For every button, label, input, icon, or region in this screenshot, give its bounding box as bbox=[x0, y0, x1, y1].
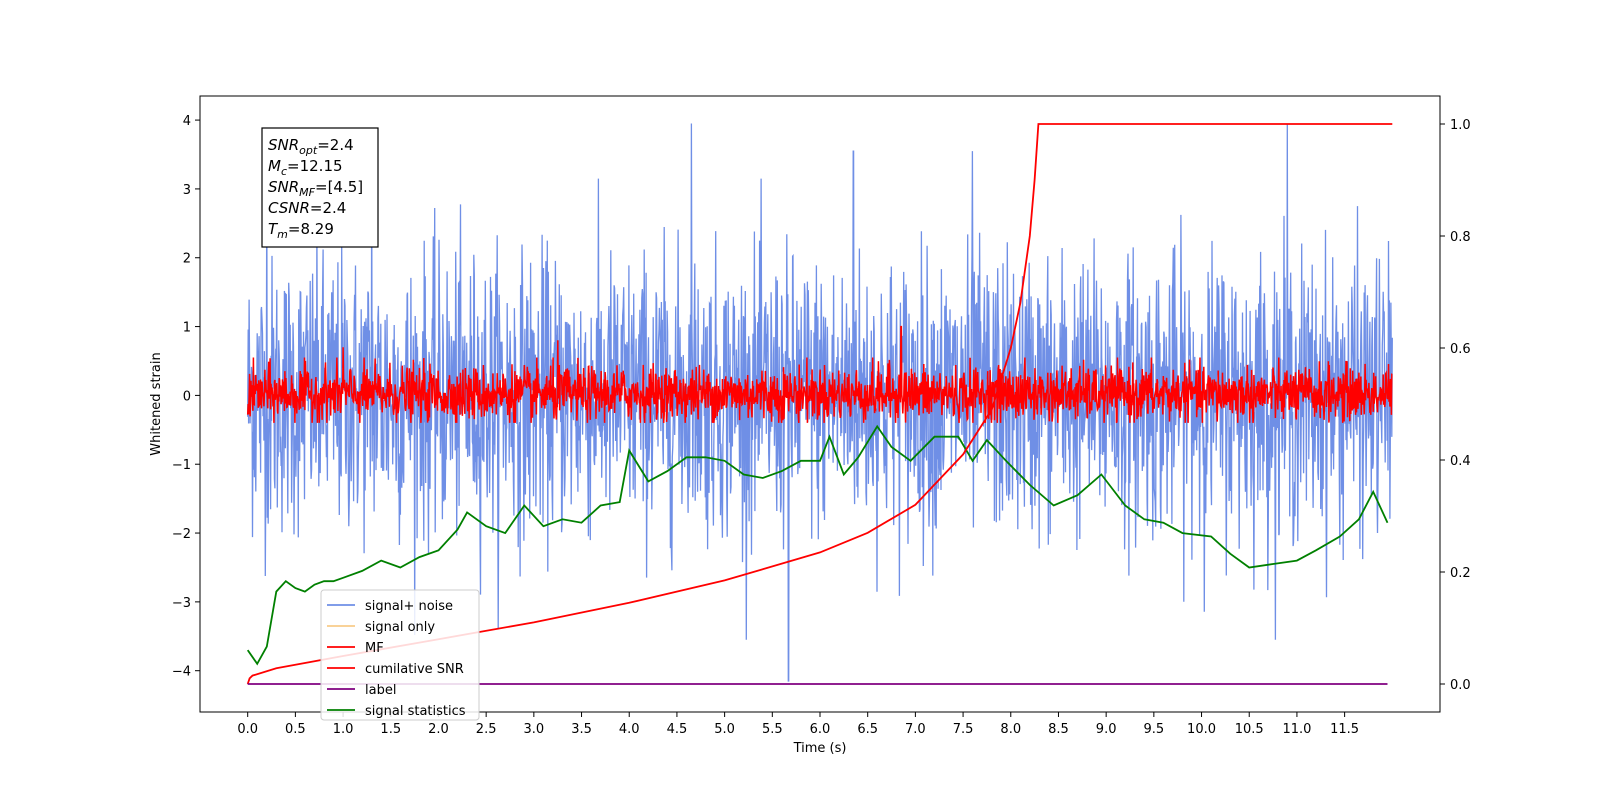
x-tick-label: 1.0 bbox=[333, 722, 354, 737]
x-tick-label: 5.5 bbox=[762, 722, 783, 737]
legend-entry: signal only bbox=[365, 620, 435, 635]
y-right-tick-label: 0.2 bbox=[1450, 566, 1471, 581]
annotation-line: Tm=8.29 bbox=[268, 220, 334, 241]
x-tick-label: 11.0 bbox=[1282, 722, 1311, 737]
y-axis-right: 1.0 0.8 0.6 0.4 0.2 0.0 bbox=[1440, 118, 1471, 693]
annotation-line: SNRopt=2.4 bbox=[268, 136, 354, 157]
y-left-tick-label: −4 bbox=[172, 665, 191, 680]
x-axis-label: Time (s) bbox=[793, 741, 847, 756]
y-right-tick-label: 0.4 bbox=[1450, 454, 1471, 469]
annotation-frame bbox=[261, 127, 379, 248]
x-tick-label: 9.0 bbox=[1096, 722, 1117, 737]
x-axis: 0.0 0.5 1.0 1.5 2.0 2.5 3.0 3.5 4.0 4.5 5.0 5.5 6.0 6… bbox=[237, 712, 1359, 737]
x-tick-label: 11.5 bbox=[1330, 722, 1359, 737]
legend-entry: MF bbox=[365, 641, 384, 656]
y-left-tick-label: 4 bbox=[183, 114, 191, 129]
y-axis-left: 4 3 2 1 0 −1 −2 −3 −4 bbox=[172, 114, 200, 680]
y-right-tick-label: 0.8 bbox=[1450, 230, 1471, 245]
legend: signal+ noise signal only MF cumilative SNR… bbox=[320, 589, 480, 721]
x-tick-label: 3.0 bbox=[524, 722, 545, 737]
legend-entry: cumilative SNR bbox=[365, 662, 464, 677]
x-tick-label: 3.5 bbox=[571, 722, 592, 737]
annotation-line: Mc=12.15 bbox=[268, 157, 343, 178]
annotation-line: SNRMF=[4.5] bbox=[268, 178, 363, 199]
x-tick-label: 7.0 bbox=[905, 722, 926, 737]
x-tick-label: 10.5 bbox=[1235, 722, 1264, 737]
series-signal-statistics bbox=[246, 424, 1389, 666]
x-tick-label: 0.5 bbox=[285, 722, 306, 737]
x-tick-label: 8.0 bbox=[1000, 722, 1021, 737]
legend-frame bbox=[320, 589, 480, 721]
y-left-tick-label: 2 bbox=[183, 252, 191, 267]
x-tick-label: 10.0 bbox=[1187, 722, 1216, 737]
x-tick-label: 7.5 bbox=[953, 722, 974, 737]
annotation-line: CSNR=2.4 bbox=[268, 199, 346, 217]
x-tick-label: 8.5 bbox=[1048, 722, 1069, 737]
x-tick-label: 4.0 bbox=[619, 722, 640, 737]
x-tick-label: 2.5 bbox=[476, 722, 497, 737]
x-tick-label: 0.0 bbox=[237, 722, 258, 737]
y-left-tick-label: −3 bbox=[172, 596, 191, 611]
legend-entry: signal+ noise bbox=[365, 599, 453, 614]
y-axis-label: Whitened strain bbox=[149, 352, 164, 455]
y-left-tick-label: 3 bbox=[183, 183, 191, 198]
y-left-tick-label: 1 bbox=[183, 321, 191, 336]
series-cumulative-snr bbox=[246, 123, 1393, 685]
y-left-tick-label: 0 bbox=[183, 389, 191, 404]
x-tick-label: 6.5 bbox=[857, 722, 878, 737]
y-right-tick-label: 0.0 bbox=[1450, 678, 1471, 693]
y-left-tick-label: −1 bbox=[172, 458, 191, 473]
y-right-tick-label: 0.6 bbox=[1450, 342, 1471, 357]
x-tick-label: 5.0 bbox=[714, 722, 735, 737]
y-left-tick-label: −2 bbox=[172, 527, 191, 542]
x-tick-label: 6.0 bbox=[810, 722, 831, 737]
x-tick-label: 1.5 bbox=[380, 722, 401, 737]
series-mf bbox=[246, 325, 1393, 424]
legend-entry: signal statistics bbox=[365, 704, 466, 719]
x-tick-label: 2.0 bbox=[428, 722, 449, 737]
x-tick-label: 4.5 bbox=[667, 722, 688, 737]
y-right-tick-label: 1.0 bbox=[1450, 118, 1471, 133]
x-tick-label: 9.5 bbox=[1144, 722, 1165, 737]
legend-entry: label bbox=[365, 683, 396, 698]
